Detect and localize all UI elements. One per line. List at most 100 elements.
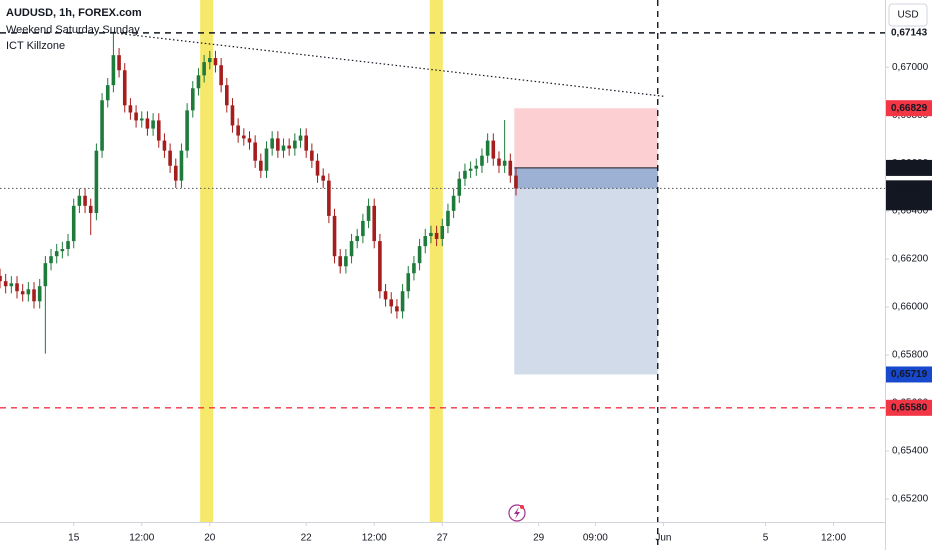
target-zone bbox=[514, 167, 658, 375]
x-tick-label: 15 bbox=[68, 533, 80, 544]
indicator-name: Weekend Saturday Sunday bbox=[6, 24, 140, 36]
candle-body bbox=[9, 283, 14, 287]
candle-body bbox=[395, 306, 399, 312]
y-tick-label: 0,67000 bbox=[892, 62, 929, 73]
candle-body bbox=[128, 105, 133, 113]
candle-body bbox=[145, 118, 150, 129]
candle-body bbox=[26, 289, 31, 295]
candle-body bbox=[219, 65, 223, 86]
x-tick-label: 5 bbox=[763, 533, 769, 544]
candle-body bbox=[100, 100, 104, 151]
price-label-box bbox=[886, 24, 932, 41]
candle-body bbox=[270, 138, 274, 149]
candle-body bbox=[151, 120, 155, 129]
event-icon[interactable] bbox=[508, 504, 526, 522]
candle-body bbox=[344, 256, 348, 267]
candle-body bbox=[502, 160, 507, 166]
candle-body bbox=[434, 232, 439, 239]
candle-body bbox=[77, 195, 82, 206]
candle-body bbox=[293, 140, 297, 149]
candle-body bbox=[54, 251, 59, 257]
y-tick-label: 0,66400 bbox=[892, 206, 929, 217]
price-label: 0,66580 bbox=[891, 163, 928, 174]
candle-body bbox=[236, 125, 240, 136]
candle-body bbox=[514, 175, 518, 189]
candle-body bbox=[105, 85, 110, 101]
candle-body bbox=[508, 160, 513, 176]
candle-body bbox=[202, 62, 206, 76]
price-label-box bbox=[886, 159, 932, 176]
x-tick-label: 27 bbox=[437, 533, 449, 544]
candle-body bbox=[332, 215, 337, 257]
y-tick-label: 0,65200 bbox=[892, 494, 929, 505]
price-label-box bbox=[886, 366, 932, 383]
candle-body bbox=[281, 145, 286, 151]
candle-body bbox=[338, 256, 343, 267]
trendline bbox=[113, 32, 666, 98]
candle-body bbox=[207, 58, 212, 63]
open-pnl-zone bbox=[514, 167, 658, 189]
candle-body bbox=[378, 241, 382, 292]
price-label-box bbox=[886, 399, 932, 416]
candle-body bbox=[287, 145, 291, 149]
candle-body bbox=[253, 142, 257, 161]
candle-body bbox=[315, 160, 320, 176]
candle-body bbox=[168, 150, 172, 166]
candle-body bbox=[196, 75, 201, 89]
x-tick-label: 20 bbox=[204, 533, 216, 544]
candle-body bbox=[213, 58, 218, 66]
candle-body bbox=[230, 105, 235, 126]
candle-body bbox=[423, 236, 428, 247]
candle-body bbox=[463, 170, 467, 179]
candle-body bbox=[366, 205, 371, 221]
candle-body bbox=[225, 85, 229, 106]
candle-body bbox=[139, 118, 144, 121]
x-tick-label: 22 bbox=[301, 533, 313, 544]
candle-body bbox=[66, 241, 70, 250]
candle-body bbox=[0, 275, 2, 282]
candle-body bbox=[383, 291, 388, 300]
price-label: 0,65580 bbox=[891, 402, 928, 413]
candle-body bbox=[400, 291, 405, 312]
price-label: 0,65719 bbox=[891, 369, 928, 380]
x-tick-label: 12:00 bbox=[821, 533, 846, 544]
candle-body bbox=[446, 210, 450, 226]
candle-body bbox=[71, 205, 76, 242]
candle-body bbox=[497, 158, 501, 166]
event-icon-dot bbox=[520, 505, 524, 509]
candle-body bbox=[355, 236, 360, 242]
candle-body bbox=[37, 286, 42, 302]
candle-body bbox=[304, 135, 308, 151]
x-tick-label: Jun bbox=[655, 533, 671, 544]
candle-body bbox=[117, 55, 121, 71]
candle-body bbox=[88, 205, 93, 214]
candle-body bbox=[242, 135, 246, 139]
candle-body bbox=[259, 160, 263, 171]
candle-body bbox=[298, 135, 303, 141]
candles bbox=[0, 32, 518, 354]
y-tick-label: 0,65800 bbox=[892, 350, 929, 361]
y-tick-label: 0,66000 bbox=[892, 302, 929, 313]
candle-body bbox=[134, 112, 138, 121]
currency-button[interactable] bbox=[888, 3, 928, 27]
candle-body bbox=[83, 195, 87, 206]
candle-body bbox=[43, 263, 48, 287]
candle-body bbox=[190, 88, 195, 111]
candle-body bbox=[349, 241, 354, 257]
price-label-box bbox=[886, 100, 932, 117]
candle-body bbox=[485, 140, 490, 156]
candle-body bbox=[389, 299, 394, 307]
price-label: 0,67143 bbox=[891, 28, 928, 39]
candle-body bbox=[162, 140, 167, 151]
candle-body bbox=[185, 110, 189, 151]
y-tick-label: 0,65400 bbox=[892, 446, 929, 457]
candle-body bbox=[49, 256, 53, 264]
chart-title: AUDUSD, 1h, FOREX.com bbox=[6, 7, 142, 19]
countdown: 39:43 bbox=[891, 197, 916, 208]
candle-body bbox=[15, 283, 19, 292]
x-tick-label: 12:00 bbox=[129, 533, 154, 544]
x-tick-label: 29 bbox=[533, 533, 545, 544]
price-label: 0,66495 bbox=[891, 183, 928, 194]
